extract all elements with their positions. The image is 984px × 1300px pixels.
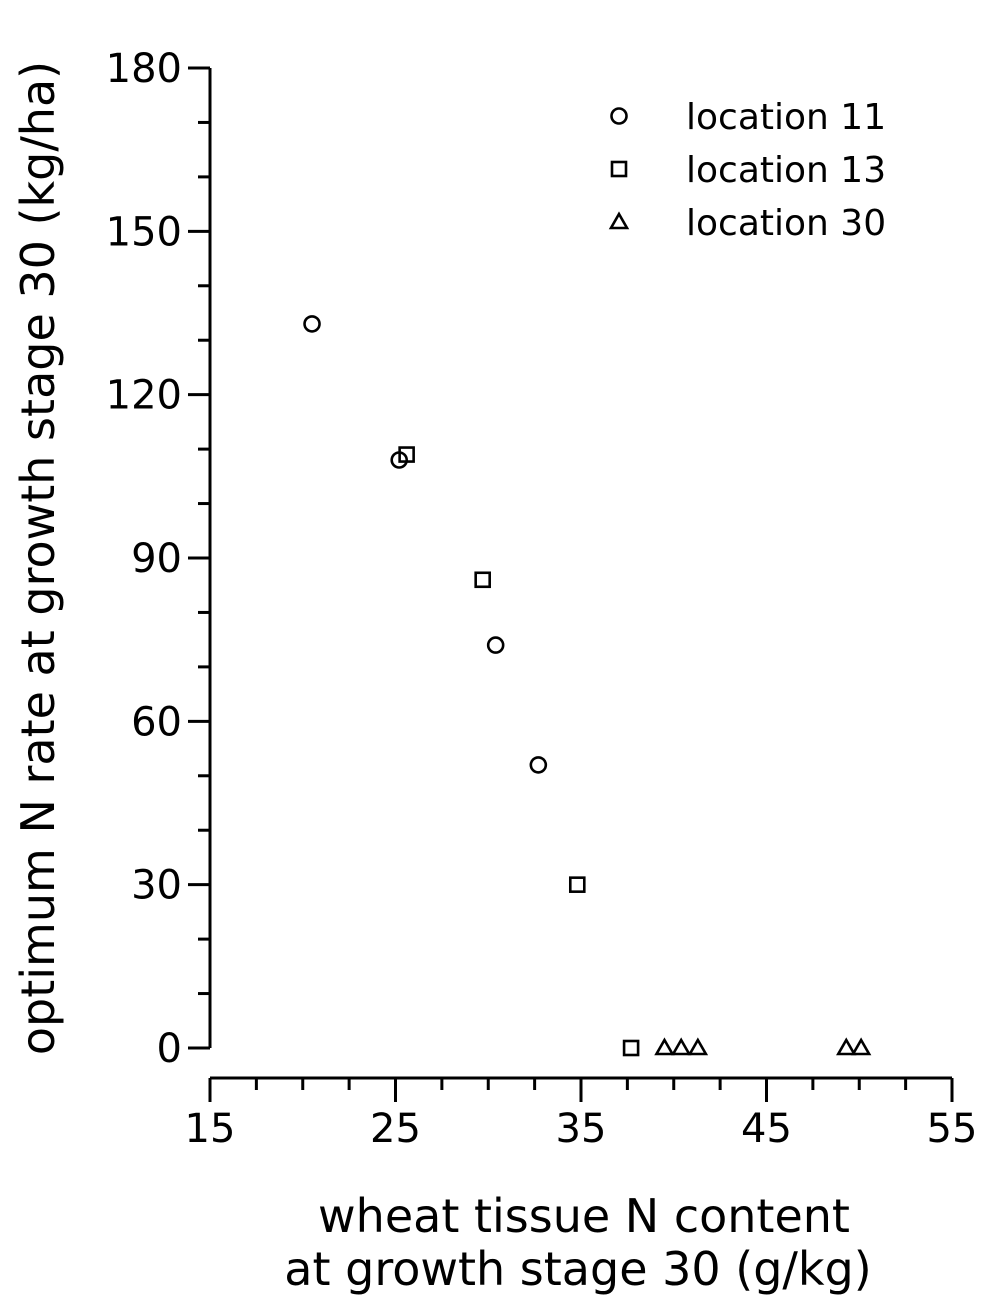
y-tick-label: 30 [131, 863, 182, 909]
legend-label: location 30 [686, 203, 886, 244]
circle-point [486, 636, 505, 654]
square-point [474, 571, 491, 589]
triangle-point [654, 1037, 675, 1056]
legend-square-marker [610, 160, 628, 178]
legend-circle-marker [610, 107, 628, 125]
x-tick-label: 55 [927, 1106, 978, 1152]
x-axis-title-line-2: at growth stage 30 (g/kg) [284, 1242, 871, 1296]
legend: location 11 location 13 location 30 [608, 97, 886, 244]
x-tick-label: 45 [741, 1106, 792, 1152]
data-points [303, 315, 872, 1057]
x-tick-label: 25 [370, 1106, 421, 1152]
square-point [398, 446, 415, 463]
y-tick-label: 150 [106, 209, 182, 255]
x-axis-title-line-1: wheat tissue N content [318, 1189, 850, 1243]
y-axis-title: optimum N rate at growth stage 30 (kg/ha… [11, 61, 65, 1055]
y-tick-label: 90 [131, 536, 182, 582]
y-tick-label: 60 [131, 699, 182, 745]
y-axis: 0 30 60 90 120 150 180 [106, 46, 212, 1072]
circle-point [529, 756, 548, 774]
square-point [622, 1039, 640, 1057]
triangle-point [850, 1037, 872, 1056]
legend-label: location 11 [686, 97, 886, 138]
x-axis: 15 25 35 45 55 [185, 1076, 978, 1152]
triangle-point [836, 1037, 857, 1056]
y-tick-label: 120 [106, 373, 182, 419]
x-tick-label: 35 [556, 1106, 607, 1152]
x-tick-label: 15 [185, 1106, 236, 1152]
legend-label: location 13 [686, 150, 886, 191]
triangle-point [687, 1037, 709, 1056]
square-point [568, 876, 586, 893]
circle-point [303, 315, 321, 333]
y-tick-label: 180 [106, 46, 182, 92]
legend-triangle-marker [608, 211, 630, 230]
triangle-point [670, 1037, 692, 1056]
y-tick-label: 0 [157, 1026, 182, 1072]
